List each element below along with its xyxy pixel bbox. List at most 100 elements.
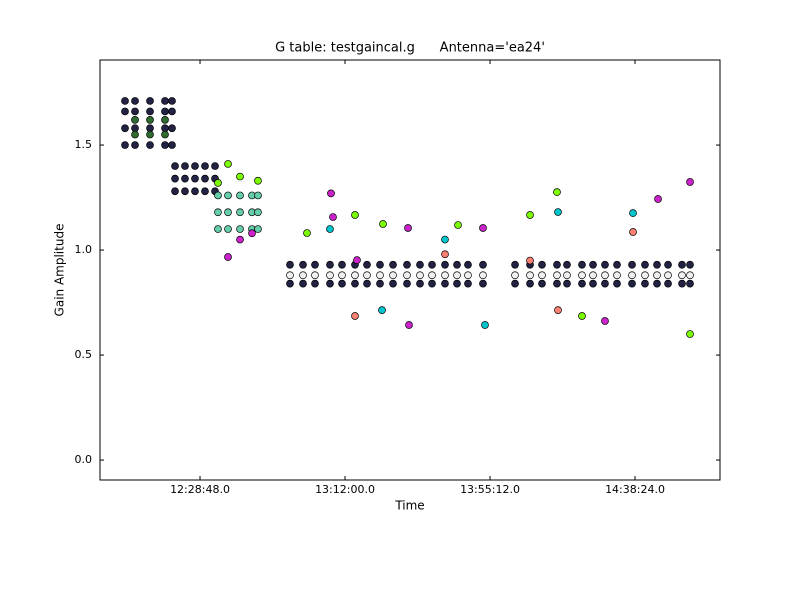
data-point: [526, 279, 534, 288]
data-point: [405, 321, 413, 329]
data-point: [351, 271, 359, 280]
data-point: [479, 271, 487, 280]
data-point: [589, 271, 597, 280]
data-point: [613, 260, 621, 269]
data-point: [526, 271, 534, 280]
data-point: [613, 271, 621, 280]
data-point: [353, 256, 361, 264]
data-point: [664, 271, 672, 280]
data-point: [311, 271, 319, 280]
data-point: [338, 271, 346, 280]
data-point: [629, 209, 637, 217]
data-point: [131, 124, 139, 133]
data-point: [311, 279, 319, 288]
data-point: [363, 279, 371, 288]
data-point: [121, 97, 129, 105]
data-point: [201, 187, 209, 196]
data-point: [664, 279, 672, 288]
data-point: [589, 260, 597, 269]
data-point: [428, 271, 436, 280]
data-point: [131, 97, 139, 105]
data-point: [416, 279, 424, 288]
data-point: [601, 279, 609, 288]
data-point: [181, 187, 189, 196]
data-point: [453, 271, 461, 280]
data-point: [686, 178, 694, 186]
data-point: [613, 279, 621, 288]
data-point: [326, 271, 334, 280]
data-point: [254, 176, 262, 185]
y-tick-label: 1.5: [75, 138, 93, 151]
data-point: [479, 260, 487, 269]
y-tick-label: 0.5: [75, 348, 93, 361]
data-point: [678, 279, 686, 288]
data-point: [578, 312, 586, 320]
data-point: [511, 271, 519, 280]
data-point: [121, 107, 129, 116]
data-point: [389, 271, 397, 280]
data-point: [338, 279, 346, 288]
data-point: [161, 107, 169, 116]
data-point: [378, 306, 386, 314]
data-point: [629, 228, 637, 236]
data-point: [601, 271, 609, 280]
data-point: [351, 279, 359, 288]
data-point: [214, 191, 222, 200]
data-point: [121, 124, 129, 133]
data-point: [538, 279, 546, 288]
data-point: [628, 271, 636, 280]
plot-frame: [99, 59, 721, 481]
data-point: [327, 189, 335, 198]
data-point: [181, 174, 189, 183]
data-point: [441, 260, 449, 269]
data-point: [403, 279, 411, 288]
data-point: [553, 279, 561, 288]
data-point: [286, 271, 294, 280]
data-point: [214, 208, 222, 217]
data-point: [171, 162, 179, 170]
data-point: [299, 260, 307, 269]
data-point: [363, 260, 371, 269]
data-point: [653, 279, 661, 288]
data-point: [131, 107, 139, 116]
data-point: [224, 208, 232, 217]
data-point: [678, 260, 686, 269]
data-point: [553, 260, 561, 269]
data-point: [146, 107, 154, 116]
data-point: [224, 191, 232, 200]
data-point: [416, 271, 424, 280]
data-point: [224, 160, 232, 168]
data-point: [376, 260, 384, 269]
data-point: [351, 211, 359, 219]
data-point: [428, 279, 436, 288]
data-point: [329, 213, 337, 221]
data-point: [311, 260, 319, 269]
data-point: [161, 115, 169, 124]
data-point: [254, 225, 262, 233]
data-point: [168, 141, 176, 149]
data-point: [479, 279, 487, 288]
data-point: [121, 141, 129, 149]
data-point: [428, 260, 436, 269]
data-point: [236, 235, 244, 244]
data-point: [299, 279, 307, 288]
data-point: [236, 172, 244, 181]
data-point: [254, 191, 262, 200]
chart-title: G table: testgaincal.g Antenna='ea24': [275, 41, 545, 56]
data-point: [554, 208, 562, 216]
data-point: [326, 225, 334, 233]
data-point: [654, 195, 662, 203]
data-point: [526, 256, 534, 265]
data-point: [578, 279, 586, 288]
data-point: [168, 107, 176, 116]
data-point: [403, 260, 411, 269]
data-point: [303, 229, 311, 237]
x-tick-label: 12:28:48.0: [170, 483, 230, 496]
data-point: [254, 208, 262, 217]
data-point: [653, 260, 661, 269]
data-point: [201, 174, 209, 183]
data-point: [299, 271, 307, 280]
data-point: [554, 306, 562, 314]
plot-points: [121, 97, 694, 338]
